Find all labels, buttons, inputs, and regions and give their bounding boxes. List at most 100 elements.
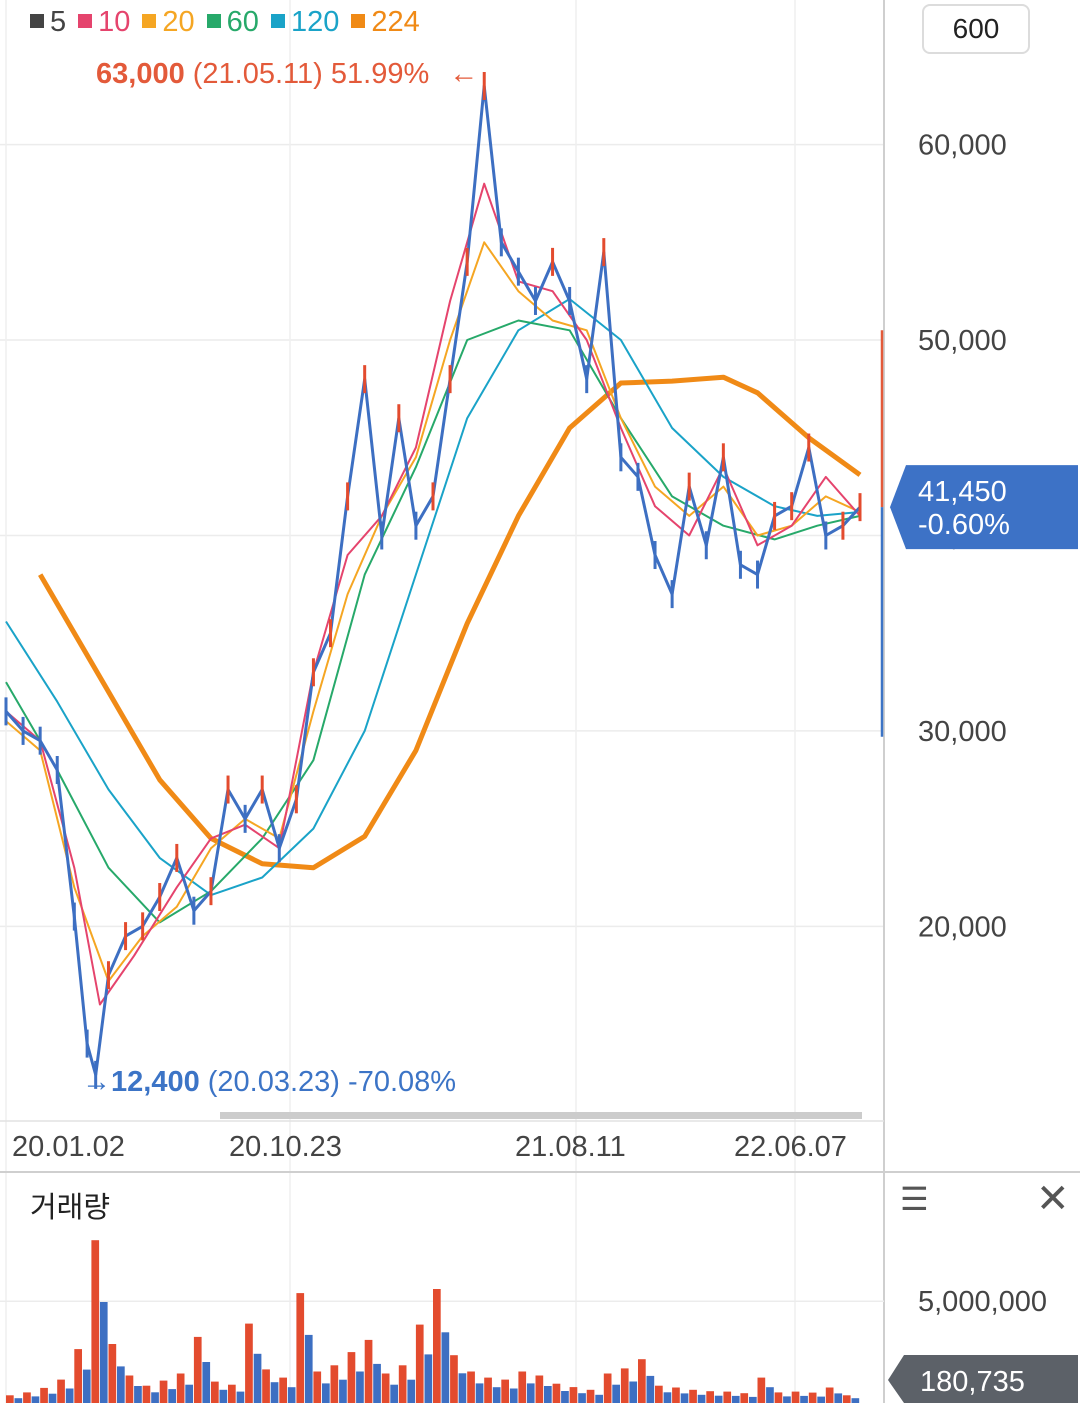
volume-bar bbox=[492, 1387, 501, 1403]
legend-label: 224 bbox=[371, 6, 420, 38]
volume-bar bbox=[450, 1355, 458, 1403]
volume-bar bbox=[655, 1385, 663, 1403]
volume-bar bbox=[535, 1375, 544, 1403]
legend-swatch bbox=[30, 14, 44, 28]
low-annotation: →12,400 (20.03.23) -70.08% bbox=[82, 1066, 456, 1099]
volume-bar bbox=[629, 1381, 638, 1403]
volume-bar bbox=[364, 1339, 373, 1403]
volume-bar bbox=[193, 1336, 202, 1403]
price-path bbox=[4, 84, 862, 1077]
volume-bar bbox=[663, 1392, 672, 1403]
y-tick-label: 60,000 bbox=[918, 130, 1007, 162]
x-tick-label: 20.01.02 bbox=[12, 1131, 125, 1163]
x-tick-label: 21.08.11 bbox=[515, 1131, 626, 1163]
legend-item-60[interactable]: 60 bbox=[206, 6, 259, 39]
y-tick-label: 50,000 bbox=[918, 325, 1007, 357]
volume-bar bbox=[586, 1389, 595, 1403]
volume-bar bbox=[433, 1289, 441, 1403]
volume-bar bbox=[245, 1323, 253, 1403]
right-arrow-icon: → bbox=[82, 1066, 111, 1098]
legend-swatch bbox=[270, 14, 285, 28]
high-annotation: 63,000 (21.05.11) 51.99% ← bbox=[96, 58, 478, 91]
volume-bar bbox=[441, 1332, 450, 1403]
volume-bar bbox=[99, 1302, 108, 1403]
legend-swatch bbox=[142, 14, 157, 28]
volume-bar bbox=[415, 1324, 424, 1403]
volume-title: 거래량 bbox=[30, 1192, 111, 1224]
period-button[interactable]: 600 bbox=[922, 4, 1030, 54]
y-tick-label: 20,000 bbox=[918, 911, 1007, 943]
legend-item-224[interactable]: 224 bbox=[351, 6, 420, 39]
y-tick-label: 30,000 bbox=[918, 716, 1007, 748]
volume-bar bbox=[219, 1389, 228, 1403]
volume-bar bbox=[706, 1391, 714, 1403]
volume-bar bbox=[287, 1387, 296, 1403]
volume-bar bbox=[612, 1384, 620, 1403]
volume-bar bbox=[851, 1398, 860, 1403]
close-icon[interactable]: ✕ bbox=[1036, 1177, 1070, 1221]
high-pct: 51.99% bbox=[330, 58, 430, 90]
high-date: (21.05.11) bbox=[192, 58, 323, 90]
scroll-range-bar[interactable] bbox=[220, 1112, 862, 1119]
volume-bar bbox=[381, 1373, 390, 1403]
volume-bar bbox=[151, 1392, 159, 1403]
ma-line-120 bbox=[5, 298, 861, 897]
volume-bar bbox=[236, 1391, 245, 1403]
legend-label: 10 bbox=[98, 6, 131, 38]
chart-decorations: 41,450-0.60% bbox=[880, 330, 1078, 737]
legend-item-120[interactable]: 120 bbox=[270, 6, 339, 39]
volume-bar bbox=[620, 1368, 629, 1403]
legend-item-20[interactable]: 20 bbox=[142, 6, 195, 39]
volume-bar bbox=[757, 1377, 766, 1403]
volume-bar bbox=[347, 1352, 356, 1403]
volume-bar bbox=[680, 1393, 689, 1403]
volume-bar bbox=[390, 1384, 398, 1403]
volume-bar bbox=[484, 1377, 492, 1403]
volume-bar bbox=[134, 1386, 142, 1403]
legend-label: 20 bbox=[162, 6, 195, 38]
volume-bar bbox=[40, 1387, 48, 1403]
volume-bar bbox=[475, 1383, 484, 1403]
volume-bar bbox=[14, 1398, 23, 1403]
x-tick-label: 20.10.23 bbox=[229, 1131, 342, 1163]
volume-bar bbox=[791, 1391, 800, 1403]
legend-item-5[interactable]: 5 bbox=[30, 6, 66, 39]
volume-bar bbox=[595, 1394, 603, 1403]
volume-bar bbox=[48, 1393, 57, 1403]
date-axis: 20.01.02 20.10.23 21.08.11 22.06.07 bbox=[12, 1112, 862, 1163]
volume-bar bbox=[783, 1396, 791, 1403]
volume-bar bbox=[117, 1366, 125, 1403]
volume-bar bbox=[202, 1362, 211, 1403]
volume-bar bbox=[82, 1369, 91, 1403]
volume-bar bbox=[23, 1392, 31, 1403]
volume-bar bbox=[185, 1384, 193, 1403]
volume-bar bbox=[31, 1396, 40, 1403]
volume-bar bbox=[304, 1334, 313, 1403]
current-price-change: -0.60% bbox=[918, 509, 1010, 541]
current-price-value: 41,450 bbox=[918, 476, 1007, 508]
ma-line-224 bbox=[38, 374, 862, 871]
legend-item-10[interactable]: 10 bbox=[78, 6, 130, 39]
volume-bar bbox=[697, 1394, 706, 1403]
volume-bar bbox=[714, 1395, 723, 1403]
volume-bar bbox=[817, 1396, 825, 1403]
volume-bar bbox=[825, 1387, 834, 1403]
price-grid bbox=[0, 0, 884, 1403]
volume-bar bbox=[526, 1383, 535, 1403]
menu-icon[interactable]: ☰ bbox=[900, 1181, 929, 1217]
volume-bar bbox=[731, 1395, 740, 1403]
legend-swatch bbox=[78, 14, 93, 28]
volume-bar bbox=[544, 1386, 552, 1403]
low-date: (20.03.23) bbox=[207, 1066, 340, 1098]
volume-bar bbox=[65, 1388, 74, 1403]
ma-line-10 bbox=[5, 182, 861, 1006]
low-value: 12,400 bbox=[111, 1066, 200, 1098]
volume-bar bbox=[578, 1393, 586, 1403]
volume-bar bbox=[373, 1363, 381, 1403]
legend-swatch bbox=[351, 14, 366, 28]
volume-bar bbox=[424, 1354, 433, 1403]
volume-bar bbox=[168, 1389, 176, 1403]
volume-bar bbox=[296, 1293, 305, 1403]
